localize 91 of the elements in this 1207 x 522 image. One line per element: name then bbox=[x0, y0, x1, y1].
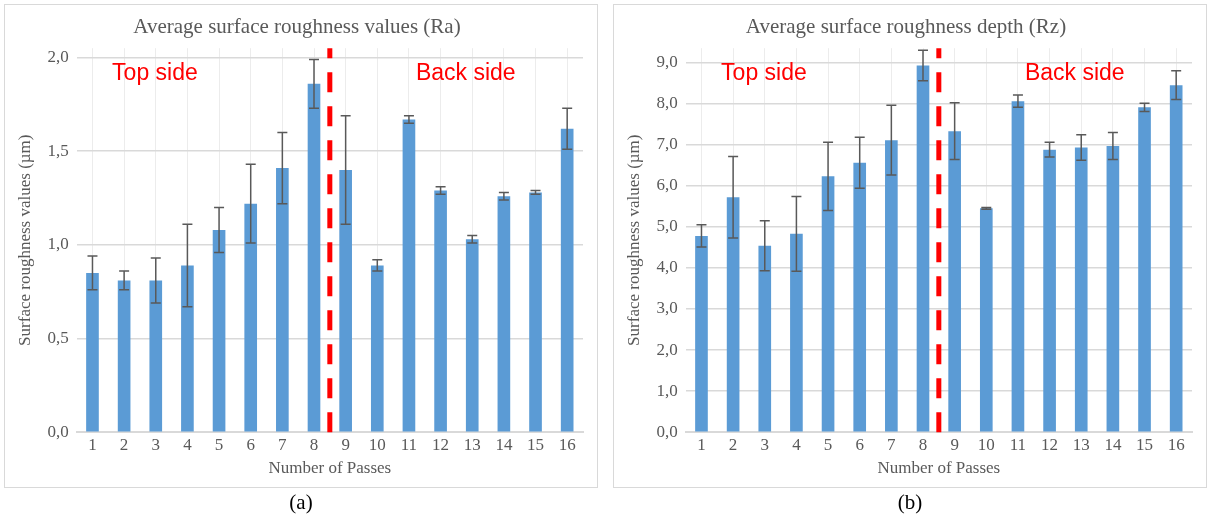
y-tick-label: 9,0 bbox=[656, 52, 678, 72]
bar bbox=[1011, 101, 1025, 432]
x-tick-label: 2 bbox=[728, 434, 738, 454]
bar bbox=[948, 131, 961, 432]
x-tick-label: 6 bbox=[246, 434, 255, 454]
y-tick-label: 7,0 bbox=[656, 134, 678, 154]
annotation: Top side bbox=[721, 59, 807, 86]
x-tick-label: 2 bbox=[119, 434, 129, 454]
y-tick-label: 0,0 bbox=[47, 421, 69, 441]
bar bbox=[181, 265, 194, 432]
bar bbox=[434, 190, 447, 432]
bar bbox=[402, 119, 416, 432]
bar bbox=[370, 265, 384, 432]
y-tick-label: 3,0 bbox=[656, 298, 678, 318]
x-tick-label: 14 bbox=[495, 434, 513, 454]
text: (b) bbox=[896, 490, 924, 515]
bar bbox=[916, 65, 930, 432]
annotation: Back side bbox=[1024, 59, 1125, 86]
x-tick-label: 8 bbox=[309, 434, 319, 454]
y-tick-label: 4,0 bbox=[656, 257, 678, 277]
y-tick-label: 2,0 bbox=[656, 339, 678, 359]
y-tick-label: 8,0 bbox=[656, 93, 678, 113]
x-tick-label: 1 bbox=[88, 434, 97, 454]
bar bbox=[1106, 145, 1120, 432]
x-tick-label: 8 bbox=[918, 434, 928, 454]
x-tick-label: 4 bbox=[792, 434, 802, 454]
x-tick-label: 11 bbox=[1009, 434, 1027, 454]
bar bbox=[979, 208, 993, 432]
x-tick-label: 7 bbox=[887, 434, 897, 454]
bar bbox=[1043, 149, 1056, 432]
x-tick-label: 6 bbox=[855, 434, 864, 454]
bar bbox=[276, 168, 289, 432]
x-tick-label: 9 bbox=[950, 434, 959, 454]
x-tick-label: 4 bbox=[183, 434, 193, 454]
chart-title: Average surface roughness depth (Rz) bbox=[745, 14, 1067, 39]
bar bbox=[560, 128, 574, 432]
bar bbox=[86, 272, 99, 432]
x-tick-label: 1 bbox=[697, 434, 706, 454]
bar bbox=[1169, 85, 1183, 432]
bar bbox=[529, 192, 542, 432]
chart-title: Average surface roughness values (Ra) bbox=[133, 14, 461, 39]
y-tick-label: 6,0 bbox=[656, 175, 678, 195]
bar bbox=[758, 245, 772, 432]
bar bbox=[149, 280, 163, 432]
bar bbox=[117, 280, 131, 432]
y-tick-label: 1,5 bbox=[47, 140, 69, 160]
bar bbox=[1074, 147, 1088, 432]
x-tick-label: 9 bbox=[341, 434, 350, 454]
x-axis-title: Number of Passes bbox=[268, 458, 392, 478]
x-axis-title: Number of Passes bbox=[877, 458, 1001, 478]
x-tick-label: 3 bbox=[151, 434, 161, 454]
x-tick-label: 16 bbox=[1167, 434, 1185, 454]
bar bbox=[790, 233, 803, 432]
bar bbox=[339, 169, 352, 432]
y-tick-label: 0,5 bbox=[47, 328, 69, 348]
x-tick-label: 14 bbox=[1104, 434, 1122, 454]
x-tick-label: 3 bbox=[760, 434, 770, 454]
bar bbox=[726, 197, 740, 432]
bar bbox=[307, 83, 321, 432]
y-tick-label: 1,0 bbox=[656, 380, 678, 400]
y-axis-title: Surface roughness values (µm) bbox=[623, 134, 643, 346]
x-tick-label: 12 bbox=[432, 434, 450, 454]
y-axis-title: Surface roughness values (µm) bbox=[14, 134, 34, 346]
bar bbox=[853, 162, 867, 432]
x-tick-label: 10 bbox=[977, 434, 995, 454]
bar bbox=[497, 196, 511, 432]
bar bbox=[1138, 107, 1151, 432]
x-tick-label: 15 bbox=[527, 434, 545, 454]
x-tick-label: 13 bbox=[463, 434, 481, 454]
bar bbox=[695, 235, 708, 432]
x-tick-label: 12 bbox=[1041, 434, 1059, 454]
y-tick-label: 5,0 bbox=[656, 216, 678, 236]
x-tick-label: 10 bbox=[368, 434, 386, 454]
bar bbox=[821, 176, 835, 432]
annotation: Back side bbox=[415, 59, 516, 86]
y-tick-label: 2,0 bbox=[47, 47, 69, 67]
annotation: Top side bbox=[112, 59, 198, 86]
y-tick-label: 1,0 bbox=[47, 234, 69, 254]
y-tick-label: 0,0 bbox=[656, 421, 678, 441]
bar bbox=[244, 203, 258, 432]
x-tick-label: 7 bbox=[278, 434, 288, 454]
x-tick-label: 5 bbox=[823, 434, 833, 454]
x-tick-label: 5 bbox=[214, 434, 224, 454]
x-tick-label: 16 bbox=[558, 434, 576, 454]
bar bbox=[465, 239, 479, 432]
x-tick-label: 15 bbox=[1136, 434, 1154, 454]
text: (a) bbox=[288, 490, 314, 515]
bar bbox=[212, 229, 226, 432]
bar bbox=[885, 140, 898, 432]
x-tick-label: 13 bbox=[1072, 434, 1090, 454]
x-tick-label: 11 bbox=[400, 434, 418, 454]
